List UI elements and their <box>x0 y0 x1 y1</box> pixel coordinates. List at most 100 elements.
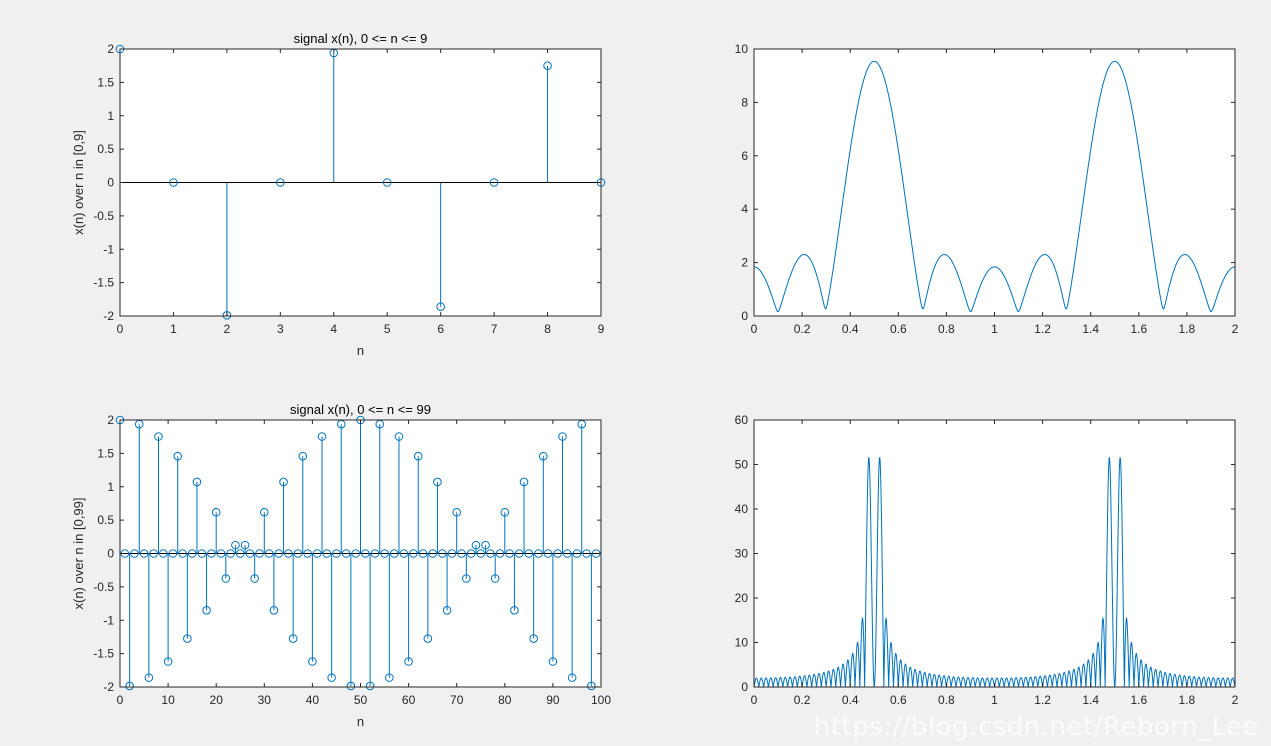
stem-marker <box>221 574 231 583</box>
stem-marker <box>433 477 442 487</box>
stem-marker <box>389 549 399 558</box>
stem-marker <box>125 681 134 691</box>
stem-marker <box>365 681 375 691</box>
stem-marker <box>264 549 274 558</box>
stem-marker <box>519 477 529 487</box>
y-tick-label: 1 <box>107 109 114 123</box>
watermark: https://blog.csdn.net/Reborn_Lee <box>813 712 1259 742</box>
y-tick-label: 4 <box>741 202 748 216</box>
stem-marker <box>543 549 553 558</box>
plot-area <box>754 420 1235 687</box>
axes-stem10: 0 1 2 3 4 5 6 7 8 9 -2 -1.5 -1 -0.5 0 0.5 1 1.5 2 signal x(… <box>71 31 606 358</box>
x-tick-label: 0.4 <box>842 693 859 707</box>
y-tick-label: 50 <box>735 458 749 472</box>
stem-marker <box>187 549 197 558</box>
stem-marker <box>442 606 452 615</box>
x-tick-label: 1 <box>170 322 177 336</box>
stem-marker <box>260 507 269 517</box>
stem-marker <box>428 549 437 558</box>
stem-marker <box>303 549 312 558</box>
plot-area <box>754 49 1235 316</box>
stem-marker <box>274 549 284 558</box>
stem-marker <box>322 549 332 558</box>
stem-marker <box>231 540 240 550</box>
y-tick-label: 2 <box>741 256 748 270</box>
stem-marker <box>534 549 543 558</box>
y-tick-label: -1 <box>103 613 114 627</box>
y-tick-label: -0.5 <box>93 580 114 594</box>
stem-marker <box>197 549 207 558</box>
chart-title: signal x(n), 0 <= n <= 9 <box>294 31 428 46</box>
stem-marker <box>245 549 255 558</box>
stem-marker <box>436 302 445 311</box>
x-tick-label: 1 <box>991 693 998 707</box>
x-tick-label: 3 <box>277 322 284 336</box>
y-axis-label: x(n) over n in [0,9] <box>71 130 86 235</box>
stem-marker <box>226 549 235 558</box>
stem-marker <box>178 549 187 558</box>
y-tick-label: 0 <box>107 547 114 561</box>
x-axis-label: n <box>357 714 364 729</box>
stem-marker <box>437 549 447 558</box>
stem-marker <box>457 549 466 558</box>
stem-marker <box>351 549 360 558</box>
y-axis-label: x(n) over n in [0,99] <box>71 498 86 610</box>
y-tick-label: 2 <box>107 42 114 56</box>
stem-marker <box>130 549 139 558</box>
stem-marker <box>452 507 462 517</box>
x-tick-label: 40 <box>306 693 320 707</box>
x-tick-label: 1.8 <box>1179 693 1196 707</box>
stem-marker <box>471 540 481 550</box>
x-tick-label: 90 <box>546 693 560 707</box>
stem-marker <box>462 574 471 583</box>
stem-marker <box>216 549 226 558</box>
stem-marker <box>399 549 409 558</box>
stem-marker <box>279 477 288 487</box>
stem-marker <box>510 606 519 615</box>
stem-marker <box>382 178 392 187</box>
y-tick-label: 1 <box>107 480 114 494</box>
x-tick-label: 9 <box>598 322 605 336</box>
stem-marker <box>538 451 548 461</box>
x-tick-label: 50 <box>354 693 368 707</box>
stem-marker <box>481 540 490 550</box>
y-tick-label: 10 <box>735 42 749 56</box>
stem-marker <box>284 549 293 558</box>
x-tick-label: 1.4 <box>1082 693 1099 707</box>
stem-marker <box>563 549 572 558</box>
stem-marker <box>380 549 389 558</box>
stem-marker <box>332 549 341 558</box>
stem-marker <box>423 634 433 643</box>
y-tick-label: 1.5 <box>97 446 114 460</box>
x-axis-label: n <box>357 343 364 358</box>
stem-marker <box>139 549 149 558</box>
y-tick-label: -1.5 <box>93 647 114 661</box>
stem-marker <box>409 549 418 558</box>
stem-marker <box>163 657 173 666</box>
x-tick-label: 80 <box>498 693 512 707</box>
stem-marker <box>587 681 596 691</box>
chart-title: signal x(n), 0 <= n <= 99 <box>290 402 431 417</box>
y-tick-label: 10 <box>735 636 749 650</box>
y-tick-label: -1 <box>103 242 114 256</box>
stem-marker <box>168 549 178 558</box>
stem-marker <box>308 657 317 666</box>
x-tick-label: 0 <box>117 693 124 707</box>
stem-marker <box>500 507 510 517</box>
stem-marker <box>312 549 322 558</box>
stem-marker <box>149 549 158 558</box>
stem-marker <box>144 673 154 682</box>
x-tick-label: 0.2 <box>794 693 811 707</box>
stem-marker <box>276 178 285 187</box>
x-tick-label: 0 <box>751 322 758 336</box>
stem-marker <box>404 657 413 666</box>
y-tick-label: 6 <box>741 149 748 163</box>
y-tick-label: 30 <box>735 547 749 561</box>
y-tick-label: 0 <box>741 680 748 694</box>
x-tick-label: 1.8 <box>1179 322 1196 336</box>
x-tick-label: 1.4 <box>1082 322 1099 336</box>
stem-marker <box>514 549 524 558</box>
stem-marker <box>192 477 202 487</box>
stem-marker <box>418 549 428 558</box>
